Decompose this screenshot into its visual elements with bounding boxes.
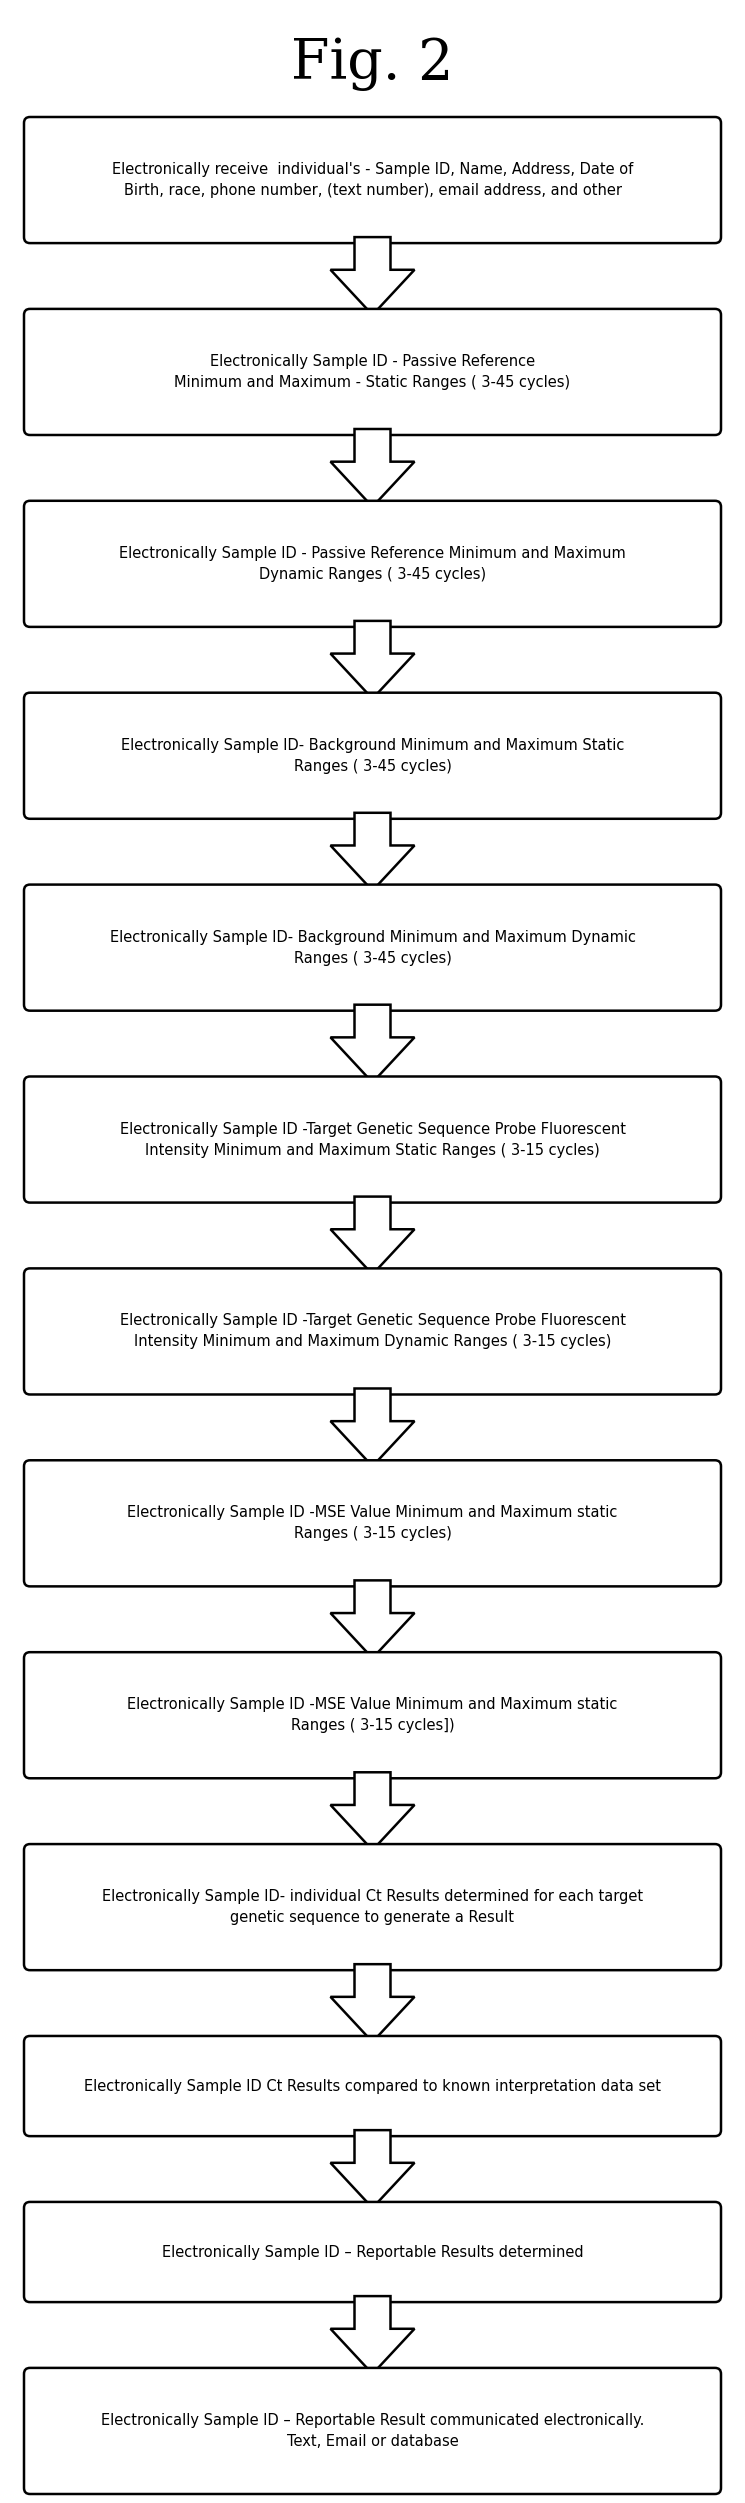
Text: Electronically Sample ID – Reportable Result communicated electronically.
Text, : Electronically Sample ID – Reportable Re…	[101, 2413, 644, 2448]
Polygon shape	[331, 813, 414, 891]
Polygon shape	[331, 2295, 414, 2373]
Polygon shape	[331, 238, 414, 315]
Text: Electronically Sample ID -MSE Value Minimum and Maximum static
Ranges ( 3-15 cyc: Electronically Sample ID -MSE Value Mini…	[127, 1697, 618, 1732]
FancyBboxPatch shape	[24, 1269, 721, 1394]
Polygon shape	[331, 621, 414, 698]
Polygon shape	[331, 1965, 414, 2042]
FancyBboxPatch shape	[24, 308, 721, 436]
FancyBboxPatch shape	[24, 1459, 721, 1587]
FancyBboxPatch shape	[24, 1652, 721, 1777]
FancyBboxPatch shape	[24, 1845, 721, 1970]
FancyBboxPatch shape	[24, 693, 721, 818]
Polygon shape	[331, 1196, 414, 1274]
Text: Electronically Sample ID - Passive Reference Minimum and Maximum
Dynamic Ranges : Electronically Sample ID - Passive Refer…	[119, 546, 626, 581]
Polygon shape	[331, 1004, 414, 1081]
Text: Electronically Sample ID - Passive Reference
Minimum and Maximum - Static Ranges: Electronically Sample ID - Passive Refer…	[174, 353, 571, 390]
Text: Electronically Sample ID Ct Results compared to known interpretation data set: Electronically Sample ID Ct Results comp…	[84, 2077, 661, 2093]
Polygon shape	[331, 1772, 414, 1850]
Text: Electronically Sample ID- individual Ct Results determined for each target
genet: Electronically Sample ID- individual Ct …	[102, 1890, 643, 1925]
Text: Electronically Sample ID- Background Minimum and Maximum Dynamic
Ranges ( 3-45 c: Electronically Sample ID- Background Min…	[110, 929, 635, 966]
Polygon shape	[331, 428, 414, 506]
FancyBboxPatch shape	[24, 501, 721, 626]
Text: Electronically Sample ID -Target Genetic Sequence Probe Fluorescent
Intensity Mi: Electronically Sample ID -Target Genetic…	[119, 1121, 626, 1156]
Text: Electronically Sample ID -Target Genetic Sequence Probe Fluorescent
Intensity Mi: Electronically Sample ID -Target Genetic…	[119, 1314, 626, 1349]
Text: Electronically Sample ID -MSE Value Minimum and Maximum static
Ranges ( 3-15 cyc: Electronically Sample ID -MSE Value Mini…	[127, 1504, 618, 1542]
Polygon shape	[331, 2130, 414, 2208]
Polygon shape	[331, 1389, 414, 1467]
Text: Electronically Sample ID – Reportable Results determined: Electronically Sample ID – Reportable Re…	[162, 2245, 583, 2260]
Text: Fig. 2: Fig. 2	[291, 35, 454, 90]
FancyBboxPatch shape	[24, 1076, 721, 1201]
FancyBboxPatch shape	[24, 2368, 721, 2493]
Text: Electronically Sample ID- Background Minimum and Maximum Static
Ranges ( 3-45 cy: Electronically Sample ID- Background Min…	[121, 738, 624, 773]
Text: Electronically receive  individual's - Sample ID, Name, Address, Date of
Birth, : Electronically receive individual's - Sa…	[112, 163, 633, 198]
Polygon shape	[331, 1579, 414, 1657]
FancyBboxPatch shape	[24, 118, 721, 243]
FancyBboxPatch shape	[24, 2035, 721, 2135]
FancyBboxPatch shape	[24, 884, 721, 1011]
FancyBboxPatch shape	[24, 2203, 721, 2303]
